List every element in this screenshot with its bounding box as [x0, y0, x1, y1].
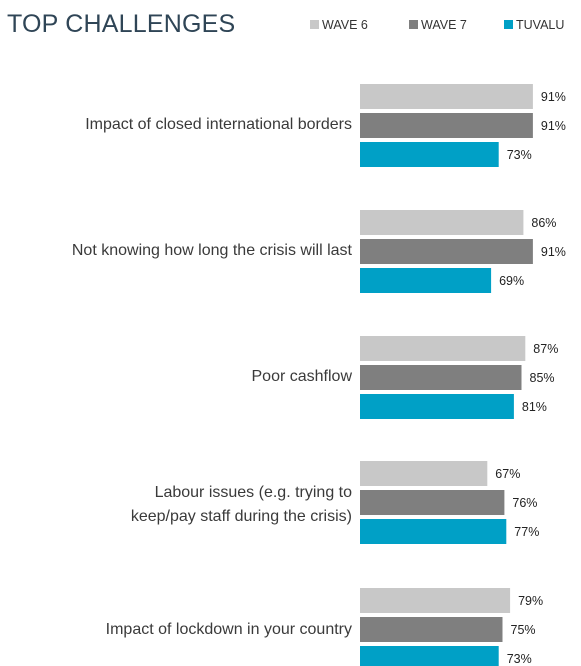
bar-wave-6-4 [360, 588, 511, 613]
category-label-line: Poor cashflow [251, 368, 353, 385]
category-label-labour-issues: Labour issues (e.g. trying to keep/pay s… [0, 481, 352, 529]
legend-item-wave-7: WAVE 7 [409, 18, 467, 32]
bar-tuvalu-2 [360, 394, 514, 419]
value-label-wave-7-2: 85% [530, 371, 555, 385]
legend-swatch-wave-7 [409, 20, 418, 29]
bar-wave-7-0 [360, 113, 533, 138]
legend-item-tuvalu: TUVALU [504, 18, 564, 32]
value-label-wave-7-4: 75% [511, 623, 536, 637]
bar-wave-6-2 [360, 336, 526, 361]
category-label-line: keep/pay staff during the crisis) [130, 508, 352, 525]
bar-wave-6-1 [360, 210, 524, 235]
value-label-wave-6-0: 91% [541, 90, 566, 104]
bar-tuvalu-1 [360, 268, 492, 293]
category-label-closed-borders: Impact of closed international borders [0, 113, 352, 137]
category-label-line: Labour issues (e.g. trying to [154, 484, 352, 501]
legend-label-wave-6: WAVE 6 [322, 18, 368, 32]
value-label-wave-6-3: 67% [495, 467, 520, 481]
value-label-tuvalu-2: 81% [522, 400, 547, 414]
category-label-crisis-duration: Not knowing how long the crisis will las… [0, 239, 352, 263]
value-label-wave-7-1: 91% [541, 245, 566, 259]
value-label-tuvalu-4: 73% [507, 652, 532, 666]
bar-wave-7-1 [360, 239, 533, 264]
legend-label-tuvalu: TUVALU [516, 18, 565, 32]
bar-wave-6-3 [360, 461, 488, 486]
bar-wave-6-0 [360, 84, 533, 109]
bar-wave-7-3 [360, 490, 505, 515]
value-label-wave-7-3: 76% [512, 496, 537, 510]
value-label-wave-6-2: 87% [533, 342, 558, 356]
legend-label-wave-7: WAVE 7 [421, 18, 467, 32]
category-label-lockdown: Impact of lockdown in your country [0, 618, 352, 642]
bar-wave-7-2 [360, 365, 522, 390]
bar-tuvalu-0 [360, 142, 499, 167]
bar-tuvalu-4 [360, 646, 499, 666]
value-label-tuvalu-1: 69% [499, 274, 524, 288]
legend-swatch-wave-6 [310, 20, 319, 29]
value-label-wave-7-0: 91% [541, 119, 566, 133]
chart-title: TOP CHALLENGES [7, 10, 236, 38]
category-label-line: Impact of closed international borders [85, 116, 352, 133]
value-label-wave-6-1: 86% [531, 216, 556, 230]
category-label-line: Not knowing how long the crisis will las… [71, 242, 352, 259]
legend-item-wave-6: WAVE 6 [310, 18, 368, 32]
value-label-wave-6-4: 79% [518, 594, 543, 608]
category-label-poor-cashflow: Poor cashflow [0, 365, 353, 389]
category-label-line: Impact of lockdown in your country [105, 621, 352, 638]
bar-tuvalu-3 [360, 519, 507, 544]
value-label-tuvalu-0: 73% [507, 148, 532, 162]
value-label-tuvalu-3: 77% [514, 525, 539, 539]
bar-wave-7-4 [360, 617, 503, 642]
legend-swatch-tuvalu [504, 20, 513, 29]
